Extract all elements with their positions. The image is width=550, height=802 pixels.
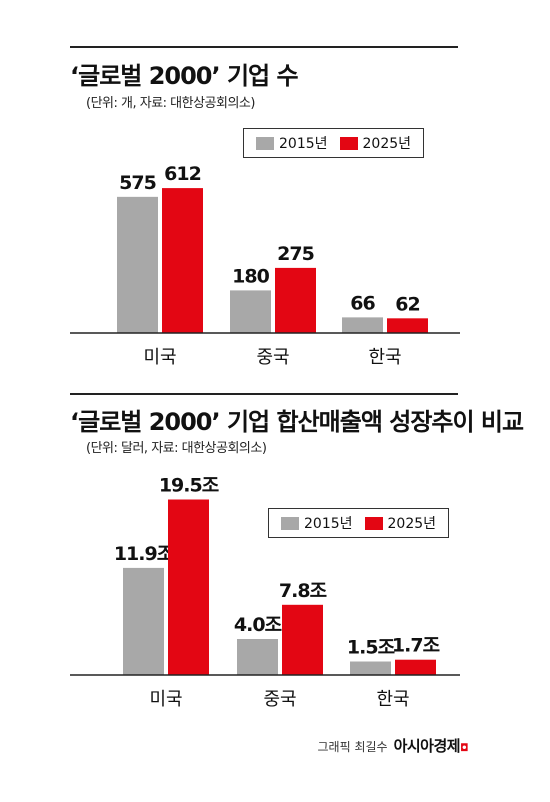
bar-미국-2015년	[117, 196, 158, 333]
bar-중국-2025년	[282, 604, 323, 675]
bar-미국-2025년	[168, 499, 209, 675]
data-label: 180	[232, 265, 269, 287]
data-label: 19.5조	[159, 475, 219, 497]
category-label: 미국	[143, 347, 176, 368]
legend-item-2015: 2015년	[256, 133, 328, 153]
data-label: 612	[164, 163, 201, 185]
bar-한국-2025년	[387, 318, 428, 333]
legend-item-2015: 2015년	[281, 513, 353, 533]
category-label: 한국	[368, 347, 401, 368]
bar-미국-2015년	[123, 567, 164, 675]
data-label: 11.9조	[114, 543, 174, 565]
legend-label: 2015년	[279, 136, 328, 152]
legend-label: 2025년	[387, 516, 437, 532]
title-rule-1	[70, 46, 458, 48]
legend-label: 2025년	[362, 136, 412, 152]
data-label: 1.5조	[347, 637, 395, 659]
chart-1-subtitle: (단위: 개, 자료: 대한상공회의소)	[86, 96, 255, 111]
data-label: 1.7조	[392, 635, 440, 657]
legend-item-2025: 2025년	[364, 513, 437, 533]
bar-한국-2015년	[342, 317, 383, 333]
brand-logo: 아시아경제◘	[393, 737, 469, 755]
data-label: 275	[277, 243, 314, 265]
bar-미국-2025년	[162, 188, 203, 333]
chart-1: 575 612 미국 180 275 중국 66 62 한국	[60, 130, 480, 380]
legend-swatch-red	[364, 516, 383, 530]
category-label: 한국	[376, 689, 409, 710]
credit: 그래픽 최길수 아시아경제◘	[317, 735, 469, 756]
legend-swatch-red	[339, 136, 358, 150]
legend-swatch-gray	[281, 516, 299, 530]
bar-중국-2015년	[230, 290, 271, 333]
category-label: 중국	[256, 347, 289, 368]
bar-중국-2015년	[237, 639, 278, 675]
chart-1-legend: 2015년 2025년	[243, 128, 425, 158]
chart-2-subtitle: (단위: 달러, 자료: 대한상공회의소)	[86, 441, 267, 456]
bar-중국-2025년	[275, 267, 316, 333]
data-label: 66	[350, 292, 375, 314]
bar-한국-2025년	[395, 659, 436, 675]
category-label: 미국	[149, 689, 182, 710]
data-label: 62	[395, 293, 419, 315]
chart-2-legend: 2015년 2025년	[268, 508, 450, 538]
title-rule-2	[70, 393, 458, 395]
chart-1-title: ‘글로벌 2000’ 기업 수	[70, 62, 299, 90]
chart-1-svg: 575 612 미국 180 275 중국 66 62 한국	[70, 163, 460, 368]
legend-label: 2015년	[304, 516, 353, 532]
legend-swatch-gray	[256, 136, 274, 150]
credit-author: 그래픽 최길수	[317, 740, 388, 754]
legend-item-2025: 2025년	[339, 133, 412, 153]
data-label: 7.8조	[279, 580, 327, 602]
chart-2-title: ‘글로벌 2000’ 기업 합산매출액 성장추이 비교	[70, 408, 524, 436]
bar-한국-2015년	[350, 661, 391, 675]
data-label: 575	[119, 172, 156, 194]
data-label: 4.0조	[234, 614, 282, 636]
category-label: 중국	[263, 689, 296, 710]
